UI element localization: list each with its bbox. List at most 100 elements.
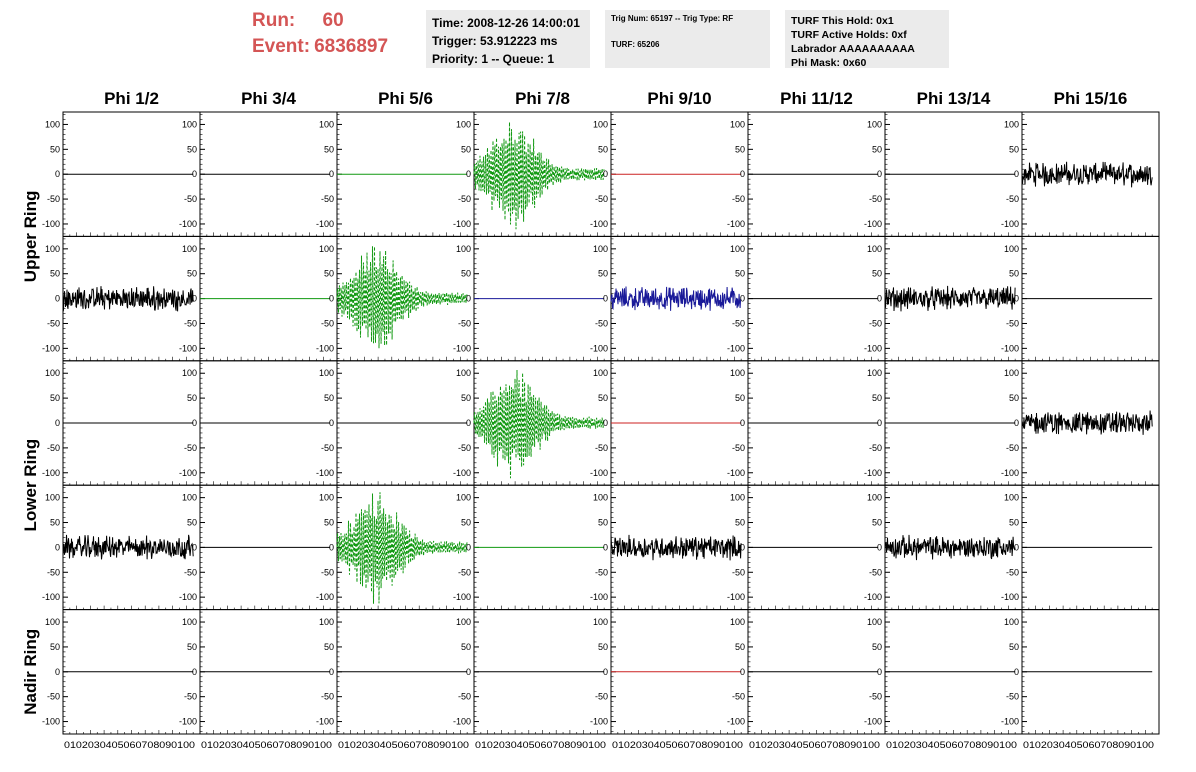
y-tick-label: 50 [50, 642, 60, 652]
event-line: Event: 6836897 [252, 34, 422, 60]
y-tick-label: -50 [47, 567, 60, 577]
y-tick-label: 0 [192, 542, 197, 552]
y-tick-label: 0 [1014, 169, 1019, 179]
y-tick-label: 0 [877, 169, 882, 179]
y-tick-label: 100 [182, 244, 197, 254]
y-tick-label: -50 [1006, 567, 1019, 577]
y-tick-label: -100 [864, 468, 882, 478]
y-tick-label: 100 [456, 119, 471, 129]
y-tick-label: -100 [1001, 468, 1019, 478]
y-tick-label: -50 [47, 692, 60, 702]
y-tick-label: -100 [42, 219, 60, 229]
y-tick-label: -50 [732, 567, 745, 577]
y-tick-label: -100 [42, 717, 60, 727]
y-tick-label: -100 [42, 468, 60, 478]
y-tick-label: 50 [598, 144, 608, 154]
y-tick-label: -50 [732, 443, 745, 453]
y-tick-label: 100 [730, 493, 745, 503]
waveform-trace [610, 534, 742, 561]
y-tick-label: -100 [179, 343, 197, 353]
row-group-label: Lower Ring [21, 439, 40, 532]
column-header: Phi 3/4 [241, 89, 296, 108]
y-tick-label: 50 [598, 642, 608, 652]
y-tick-label: 0 [329, 418, 334, 428]
event-label: Event: [252, 36, 311, 57]
y-tick-label: 100 [593, 493, 608, 503]
y-tick-label: 0 [192, 169, 197, 179]
waveform-trace [884, 534, 1016, 561]
y-tick-label: 50 [872, 393, 882, 403]
x-tick-labels: 0102030405060708090100 [64, 740, 195, 750]
y-tick-label: 50 [50, 393, 60, 403]
row-group-label: Nadir Ring [21, 629, 40, 715]
y-tick-label: 100 [730, 617, 745, 627]
y-tick-label: -50 [458, 567, 471, 577]
y-tick-label: 100 [593, 244, 608, 254]
y-tick-label: 100 [319, 493, 334, 503]
y-tick-label: 0 [603, 542, 608, 552]
y-tick-label: 50 [461, 518, 471, 528]
y-tick-label: 50 [872, 144, 882, 154]
y-tick-label: 50 [324, 518, 334, 528]
run-label: Run: [252, 10, 296, 31]
y-tick-label: -50 [47, 194, 60, 204]
y-tick-label: -100 [453, 468, 471, 478]
y-tick-label: 100 [1004, 368, 1019, 378]
y-tick-label: 100 [456, 244, 471, 254]
y-tick-label: 50 [461, 393, 471, 403]
y-tick-label: 0 [740, 294, 745, 304]
y-tick-label: 0 [1014, 418, 1019, 428]
labrador-text: Labrador AAAAAAAAAA [791, 43, 915, 55]
y-tick-label: -100 [316, 219, 334, 229]
y-tick-label: -50 [732, 194, 745, 204]
y-tick-label: -50 [47, 443, 60, 453]
y-tick-label: -100 [179, 592, 197, 602]
y-tick-label: -100 [590, 343, 608, 353]
y-tick-label: -50 [732, 318, 745, 328]
phi-mask-text: Phi Mask: 0x60 [791, 57, 867, 69]
trig-info-box: Trig Num: 65197 -- Trig Type: RF TURF: 6… [605, 10, 770, 68]
waveform-trace [62, 286, 194, 313]
x-tick-labels: 0102030405060708090100 [749, 740, 880, 750]
time-text: Time: 2008-12-26 14:00:01 [432, 16, 580, 30]
y-tick-label: -100 [864, 717, 882, 727]
y-tick-label: 100 [456, 617, 471, 627]
y-tick-label: 100 [730, 244, 745, 254]
y-tick-label: -50 [184, 692, 197, 702]
y-tick-label: 100 [593, 617, 608, 627]
y-tick-label: -100 [864, 343, 882, 353]
y-tick-label: -50 [1006, 318, 1019, 328]
y-tick-label: 0 [603, 418, 608, 428]
y-tick-label: -50 [1006, 194, 1019, 204]
y-tick-label: -50 [184, 443, 197, 453]
y-tick-label: -50 [869, 443, 882, 453]
y-tick-label: 100 [1004, 493, 1019, 503]
y-tick-label: 100 [593, 368, 608, 378]
y-tick-label: 0 [1014, 542, 1019, 552]
y-tick-label: 100 [182, 368, 197, 378]
y-tick-label: -50 [458, 194, 471, 204]
run-line: Run: 60 [252, 8, 422, 34]
y-tick-label: 0 [740, 418, 745, 428]
y-tick-label: -100 [1001, 717, 1019, 727]
y-tick-label: 0 [55, 169, 60, 179]
x-tick-labels: 0102030405060708090100 [886, 740, 1017, 750]
y-tick-label: 50 [461, 269, 471, 279]
y-tick-label: 100 [45, 368, 60, 378]
x-tick-labels: 0102030405060708090100 [1023, 740, 1154, 750]
column-header: Phi 13/14 [917, 89, 991, 108]
y-tick-label: 0 [603, 667, 608, 677]
y-tick-label: -100 [590, 592, 608, 602]
y-tick-label: 0 [192, 418, 197, 428]
y-tick-label: -100 [179, 468, 197, 478]
x-tick-labels: 0102030405060708090100 [612, 740, 743, 750]
waveform-trace [473, 369, 605, 479]
row-group-label: Upper Ring [21, 191, 40, 283]
y-tick-label: -50 [869, 692, 882, 702]
waveform-trace [336, 492, 468, 604]
y-tick-label: -100 [179, 219, 197, 229]
y-tick-label: 100 [319, 244, 334, 254]
y-tick-label: 100 [45, 617, 60, 627]
y-tick-label: -50 [869, 567, 882, 577]
y-tick-label: 50 [1009, 144, 1019, 154]
